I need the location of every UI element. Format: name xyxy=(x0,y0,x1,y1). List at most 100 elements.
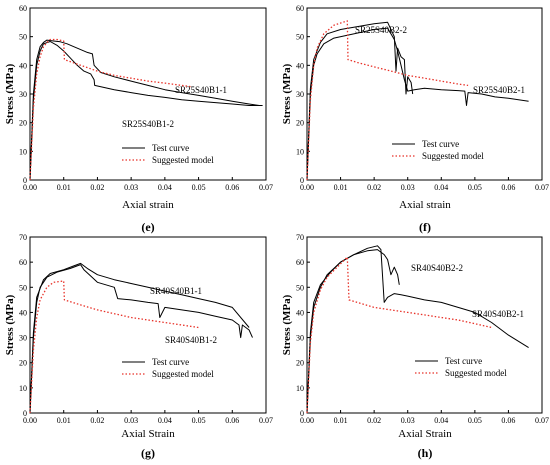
axis-ticks: 0.00 0.01 0.02 0.03 0.04 0.05 0.06 0.07 0 10 20 30 4… xyxy=(296,233,549,425)
x-axis-label: Axial strain xyxy=(399,199,451,211)
annotation-2: SR40S40B2-1 xyxy=(472,309,524,319)
legend: Test curve Suggested model xyxy=(415,356,507,378)
y-tick-label: 30 xyxy=(296,334,304,343)
x-tick-label: 0.06 xyxy=(225,416,239,425)
x-tick-label: 0.02 xyxy=(367,416,381,425)
panel-letter: (e) xyxy=(141,220,154,234)
plot-area xyxy=(306,236,543,414)
y-tick-label: 0 xyxy=(300,176,304,185)
test-curve-line xyxy=(306,21,414,181)
plot-area xyxy=(29,7,267,181)
legend: Test curve Suggested model xyxy=(392,139,484,161)
y-tick-label: 40 xyxy=(296,61,304,70)
legend-model-label: Suggested model xyxy=(445,368,507,378)
annotation-2: SR25S40B2-1 xyxy=(473,85,525,95)
y-tick-label: 20 xyxy=(19,359,27,368)
y-tick-label: 0 xyxy=(23,176,27,185)
chart-panel-e: 0.00 0.01 0.02 0.03 0.04 0.05 0.06 0.07 0 10 20 30 4… xyxy=(4,4,273,234)
x-tick-label: 0.07 xyxy=(259,183,273,192)
annotation-1: SR40S40B2-2 xyxy=(411,263,463,273)
test-curve-line xyxy=(306,249,400,414)
y-tick-label: 0 xyxy=(300,409,304,418)
axis-ticks: 0.00 0.01 0.02 0.03 0.04 0.05 0.06 0.07 0 10 20 30 4… xyxy=(296,4,549,192)
x-tick-label: 0.06 xyxy=(501,416,515,425)
y-tick-label: 60 xyxy=(296,4,304,13)
test-curve-line xyxy=(29,41,263,181)
test-curve-line xyxy=(29,264,253,414)
legend-model-label: Suggested model xyxy=(422,151,484,161)
y-axis-label: Stress (MPa) xyxy=(281,63,293,124)
y-tick-label: 40 xyxy=(19,308,27,317)
x-tick-label: 0.07 xyxy=(535,183,549,192)
legend-test-label: Test curve xyxy=(445,356,482,366)
legend-test-label: Test curve xyxy=(152,143,189,153)
y-tick-label: 60 xyxy=(19,4,27,13)
y-tick-label: 10 xyxy=(296,384,304,393)
y-tick-label: 40 xyxy=(19,61,27,70)
x-tick-label: 0.02 xyxy=(367,183,381,192)
x-tick-label: 0.04 xyxy=(434,183,448,192)
x-tick-label: 0.05 xyxy=(468,183,482,192)
suggested-model-line xyxy=(306,256,492,414)
x-tick-label: 0.07 xyxy=(535,416,549,425)
annotation-2: SR25S40B1-2 xyxy=(122,119,174,129)
x-tick-label: 0.00 xyxy=(300,416,314,425)
y-tick-label: 10 xyxy=(296,147,304,156)
axis-ticks: 0.00 0.01 0.02 0.03 0.04 0.05 0.06 0.07 0 10 20 30 4… xyxy=(19,4,273,192)
suggested-model-line xyxy=(29,280,199,414)
y-tick-label: 70 xyxy=(296,233,304,242)
x-tick-label: 0.06 xyxy=(501,183,515,192)
y-tick-label: 60 xyxy=(19,258,27,267)
annotation-2: SR40S40B1-2 xyxy=(165,335,217,345)
y-tick-label: 20 xyxy=(296,119,304,128)
x-tick-label: 0.03 xyxy=(124,416,138,425)
panel-letter: (g) xyxy=(141,446,155,460)
legend: Test curve Suggested model xyxy=(122,143,214,165)
y-tick-label: 0 xyxy=(23,409,27,418)
y-tick-label: 50 xyxy=(19,283,27,292)
y-tick-label: 50 xyxy=(296,283,304,292)
plot-series xyxy=(29,38,263,181)
x-tick-label: 0.03 xyxy=(124,183,138,192)
x-tick-label: 0.02 xyxy=(90,183,104,192)
axis-ticks: 0.00 0.01 0.02 0.03 0.04 0.05 0.06 0.07 0 10 20 30 4… xyxy=(19,233,273,425)
y-tick-label: 50 xyxy=(296,33,304,42)
x-tick-label: 0.06 xyxy=(225,183,239,192)
test-curve-line xyxy=(306,27,529,181)
y-tick-label: 60 xyxy=(296,258,304,267)
legend-model-label: Suggested model xyxy=(152,369,214,379)
annotation-1: SR25S40B1-1 xyxy=(175,85,227,95)
y-axis-label: Stress (MPa) xyxy=(281,294,293,355)
x-axis-label: Axial strain xyxy=(122,199,174,211)
chart-panel-f: 0.00 0.01 0.02 0.03 0.04 0.05 0.06 0.07 0 10 20 30 4… xyxy=(281,4,549,234)
legend-test-label: Test curve xyxy=(422,139,459,149)
y-tick-label: 20 xyxy=(19,119,27,128)
y-tick-label: 50 xyxy=(19,33,27,42)
y-tick-label: 30 xyxy=(19,334,27,343)
legend-model-label: Suggested model xyxy=(152,155,214,165)
x-tick-label: 0.00 xyxy=(23,416,37,425)
x-tick-label: 0.00 xyxy=(300,183,314,192)
legend-test-label: Test curve xyxy=(152,357,189,367)
y-tick-label: 40 xyxy=(296,308,304,317)
panel-letter: (f) xyxy=(419,220,431,234)
x-tick-label: 0.03 xyxy=(401,183,415,192)
y-tick-label: 20 xyxy=(296,359,304,368)
chart-panel-g: 0.00 0.01 0.02 0.03 0.04 0.05 0.06 0.07 0 10 20 30 4… xyxy=(4,233,273,460)
y-axis-label: Stress (MPa) xyxy=(4,63,16,124)
test-curve-line xyxy=(29,262,250,414)
chart-panel-h: 0.00 0.01 0.02 0.03 0.04 0.05 0.06 0.07 0 10 20 30 4… xyxy=(281,233,549,460)
x-tick-label: 0.05 xyxy=(192,416,206,425)
y-tick-label: 30 xyxy=(19,90,27,99)
x-axis-label: Axial Strain xyxy=(398,428,452,440)
annotation-1: SR40S40B1-1 xyxy=(150,286,202,296)
x-tick-label: 0.03 xyxy=(401,416,415,425)
x-tick-label: 0.07 xyxy=(259,416,273,425)
plot-series xyxy=(306,20,529,181)
x-tick-label: 0.04 xyxy=(158,183,172,192)
suggested-model-line xyxy=(306,20,469,181)
y-tick-label: 70 xyxy=(19,233,27,242)
x-tick-label: 0.01 xyxy=(334,183,348,192)
plot-area xyxy=(29,236,267,414)
